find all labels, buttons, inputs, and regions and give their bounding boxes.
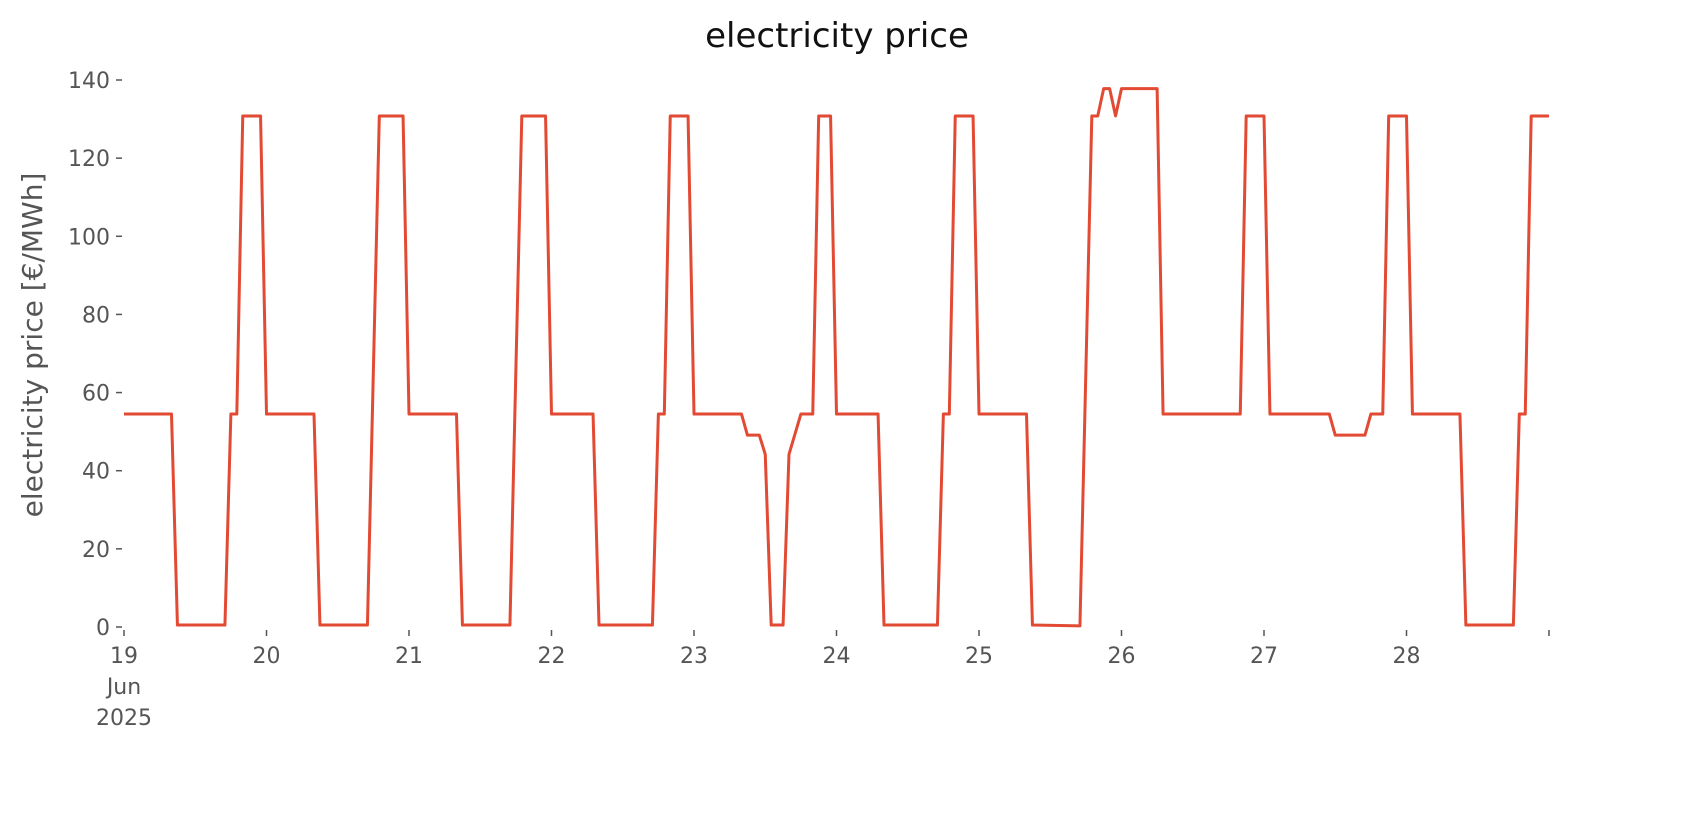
x-tick-label: 22: [538, 644, 566, 669]
x-tick-label: 19 Jun 2025: [96, 644, 152, 731]
y-tick-label: 20: [82, 538, 110, 563]
y-tick-label: 0: [96, 616, 110, 641]
x-tick-label: 20: [253, 644, 281, 669]
x-tick-label: 26: [1108, 644, 1136, 669]
y-tick-label: 40: [82, 460, 110, 485]
x-tick-label: 25: [965, 644, 993, 669]
y-tick-label: 80: [82, 303, 110, 328]
x-tick-label: 24: [823, 644, 851, 669]
x-tick-label: 27: [1250, 644, 1278, 669]
y-tick-label: 100: [68, 225, 110, 250]
y-axis-label: electricity price [€/MWh]: [16, 173, 49, 518]
y-tick-label: 120: [68, 147, 110, 172]
x-tick-label: 23: [680, 644, 708, 669]
chart-title: electricity price: [705, 16, 969, 56]
y-tick-label: 60: [82, 382, 110, 407]
y-tick-label: 140: [68, 69, 110, 94]
x-tick-label: 21: [395, 644, 423, 669]
price-line: [124, 87, 1549, 628]
x-tick-label: 28: [1393, 644, 1421, 669]
